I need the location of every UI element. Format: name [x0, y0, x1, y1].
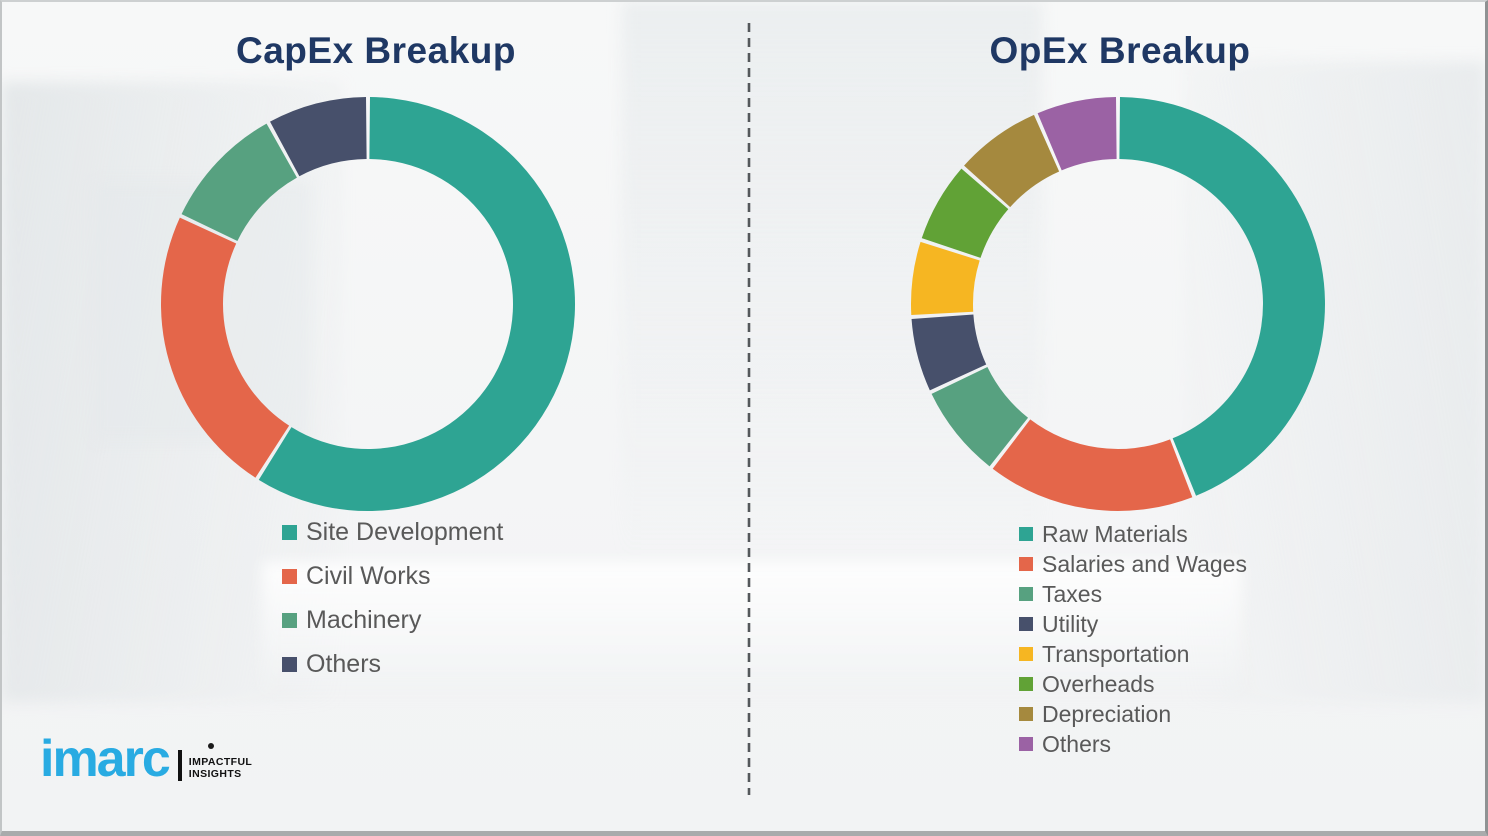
legend-label: Others — [1042, 730, 1112, 757]
tagline-line-2: INSIGHTS — [188, 768, 242, 781]
legend-label: Raw Materials — [1042, 520, 1188, 547]
legend-item: Utility — [1019, 609, 1247, 639]
donut-segment-machinery — [181, 123, 297, 242]
donut-segment-civil-works — [160, 217, 290, 478]
capex-donut-chart — [160, 97, 576, 512]
tagline-line-1: IMPACTFUL — [188, 756, 253, 769]
legend-swatch — [1019, 677, 1033, 691]
legend-label: Site Development — [306, 517, 504, 546]
opex-legend: Raw Materials Salaries and Wages Taxes Util… — [1019, 519, 1247, 759]
imarc-logo-tagline: IMPACTFUL INSIGHTS — [189, 756, 252, 784]
capex-panel: CapEx Breakup Site Development Civil Work… — [2, 2, 750, 831]
legend-swatch — [1019, 707, 1033, 721]
imarc-logo-trademark-dot — [208, 743, 214, 749]
donut-segment-utility — [911, 314, 987, 391]
legend-label: Others — [306, 649, 382, 678]
imarc-logo: imarc IMPACTFUL INSIGHTS — [40, 730, 252, 788]
donut-segment-overheads — [921, 168, 1009, 258]
legend-item: Others — [282, 642, 503, 686]
legend-swatch — [1019, 737, 1033, 751]
legend-swatch — [1019, 527, 1033, 541]
legend-label: Overheads — [1042, 670, 1155, 697]
donut-segment-site-development — [258, 97, 576, 512]
dashed-divider-line — [747, 23, 751, 795]
legend-item: Overheads — [1019, 669, 1247, 699]
donut-segment-others — [270, 97, 367, 177]
legend-item: Raw Materials — [1019, 519, 1247, 549]
capex-title: CapEx Breakup — [236, 30, 516, 71]
legend-item: Taxes — [1019, 579, 1247, 609]
opex-panel: OpEx Breakup Raw Materials Salaries and W… — [750, 2, 1485, 831]
legend-swatch — [1019, 557, 1033, 571]
opex-donut-chart — [910, 97, 1325, 512]
legend-item: Site Development — [282, 510, 503, 554]
legend-item: Others — [1019, 729, 1247, 759]
legend-swatch — [1019, 587, 1033, 601]
legend-label: Utility — [1042, 610, 1099, 637]
donut-segment-transportation — [910, 241, 980, 316]
imarc-logo-divider-bar — [177, 750, 182, 782]
capex-legend: Site Development Civil Works Machinery Othe… — [282, 510, 503, 686]
imarc-logo-text: imarc — [40, 730, 171, 788]
legend-swatch — [1019, 617, 1033, 631]
legend-label: Depreciation — [1042, 700, 1172, 727]
legend-label: Transportation — [1042, 640, 1190, 667]
legend-item: Depreciation — [1019, 699, 1247, 729]
legend-item: Salaries and Wages — [1019, 549, 1247, 579]
donut-segment-salaries-and-wages — [992, 419, 1193, 512]
donut-segment-depreciation — [964, 114, 1060, 208]
donut-segment-taxes — [931, 366, 1029, 467]
legend-label: Machinery — [306, 605, 422, 634]
legend-swatch — [282, 612, 297, 628]
legend-item: Civil Works — [282, 554, 503, 598]
donut-segment-raw-materials — [1119, 97, 1325, 496]
legend-swatch — [1019, 647, 1033, 661]
legend-label: Salaries and Wages — [1042, 550, 1247, 577]
legend-item: Machinery — [282, 598, 503, 642]
opex-title: OpEx Breakup — [989, 30, 1251, 71]
legend-label: Taxes — [1042, 580, 1103, 607]
donut-segment-others — [1037, 97, 1117, 171]
legend-item: Transportation — [1019, 639, 1247, 669]
legend-swatch — [282, 656, 297, 672]
legend-swatch — [282, 568, 297, 584]
legend-label: Civil Works — [306, 561, 431, 590]
legend-swatch — [282, 524, 297, 540]
